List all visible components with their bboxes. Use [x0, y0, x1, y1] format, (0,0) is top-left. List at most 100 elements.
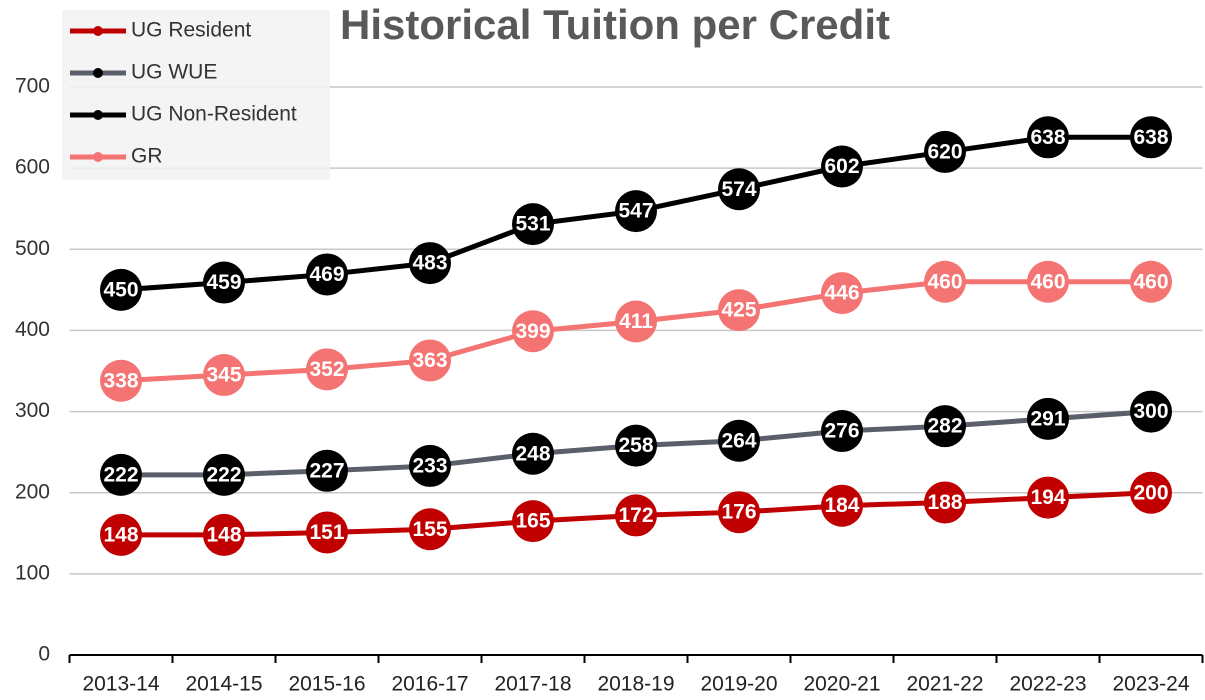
legend-marker [93, 110, 103, 120]
data-label: 291 [1030, 407, 1065, 430]
y-tick-label: 600 [15, 156, 50, 179]
data-label: 300 [1133, 400, 1168, 423]
data-label: 282 [927, 415, 962, 438]
legend-box [62, 10, 330, 180]
marker [1130, 471, 1172, 514]
marker [821, 272, 863, 315]
legend-label: UG Non-Resident [131, 103, 297, 126]
y-tick-label: 700 [15, 75, 50, 98]
y-tick-label: 300 [15, 399, 50, 422]
marker [203, 261, 245, 304]
data-label: 446 [824, 282, 859, 305]
x-tick-label: 2019-20 [700, 673, 777, 696]
marker [512, 500, 554, 543]
data-label: 222 [206, 463, 241, 486]
data-label: 148 [206, 523, 241, 546]
marker [409, 242, 451, 285]
legend-label: UG WUE [131, 61, 217, 84]
data-label: 194 [1030, 486, 1065, 509]
marker [100, 513, 142, 556]
marker [203, 354, 245, 397]
data-label: 399 [515, 320, 550, 343]
marker [1027, 397, 1069, 440]
data-label: 469 [309, 263, 344, 286]
data-label: 460 [927, 270, 962, 293]
marker [615, 494, 657, 537]
marker [924, 481, 966, 524]
marker [821, 410, 863, 453]
marker [100, 453, 142, 496]
data-label: 233 [412, 454, 447, 477]
marker [615, 300, 657, 343]
chart-title: Historical Tuition per Credit [340, 1, 890, 48]
marker [1027, 260, 1069, 303]
data-label: 172 [618, 504, 653, 527]
y-tick-label: 100 [15, 561, 50, 584]
marker [1027, 476, 1069, 519]
marker [718, 419, 760, 462]
y-tick-label: 400 [15, 318, 50, 341]
data-label: 222 [103, 463, 138, 486]
data-label: 248 [515, 442, 550, 465]
data-label: 165 [515, 510, 550, 533]
data-label: 338 [103, 369, 138, 392]
marker [512, 203, 554, 246]
marker [718, 168, 760, 211]
marker [306, 511, 348, 554]
marker [821, 145, 863, 188]
data-label: 450 [103, 278, 138, 301]
marker [718, 289, 760, 332]
data-label: 602 [824, 155, 859, 178]
data-label: 200 [1133, 481, 1168, 504]
data-label: 547 [618, 200, 653, 223]
marker [1130, 390, 1172, 433]
x-tick-label: 2023-24 [1112, 673, 1189, 696]
data-label: 352 [309, 358, 344, 381]
y-tick-label: 0 [38, 643, 50, 666]
legend-marker [93, 26, 103, 36]
data-label: 264 [721, 429, 756, 452]
marker [924, 405, 966, 448]
data-label: 363 [412, 349, 447, 372]
y-tick-label: 200 [15, 480, 50, 503]
marker [615, 424, 657, 467]
data-label: 459 [206, 271, 241, 294]
legend-label: UG Resident [131, 19, 251, 42]
marker [203, 513, 245, 556]
x-tick-label: 2017-18 [494, 673, 571, 696]
marker [409, 508, 451, 551]
data-label: 188 [927, 491, 962, 514]
marker [512, 310, 554, 353]
data-label: 184 [824, 494, 859, 517]
data-label: 151 [309, 521, 344, 544]
marker [306, 449, 348, 492]
x-tick-label: 2021-22 [906, 673, 983, 696]
x-tick-label: 2016-17 [391, 673, 468, 696]
marker [203, 453, 245, 496]
y-tick-label: 500 [15, 237, 50, 260]
data-label: 345 [206, 364, 241, 387]
data-label: 460 [1030, 270, 1065, 293]
x-tick-label: 2018-19 [597, 673, 674, 696]
marker [1130, 116, 1172, 159]
marker [615, 190, 657, 233]
data-label: 638 [1030, 126, 1065, 149]
x-tick-label: 2014-15 [185, 673, 262, 696]
legend-label: GR [131, 145, 163, 168]
marker [924, 130, 966, 173]
marker [306, 348, 348, 391]
marker [821, 484, 863, 527]
marker [1027, 116, 1069, 159]
marker [100, 359, 142, 402]
data-label: 574 [721, 178, 756, 201]
data-label: 258 [618, 434, 653, 457]
legend-marker [93, 152, 103, 162]
data-label: 425 [721, 299, 756, 322]
marker [409, 339, 451, 382]
data-label: 276 [824, 420, 859, 443]
marker [306, 253, 348, 296]
marker [924, 260, 966, 303]
data-label: 460 [1133, 270, 1168, 293]
data-label: 227 [309, 459, 344, 482]
